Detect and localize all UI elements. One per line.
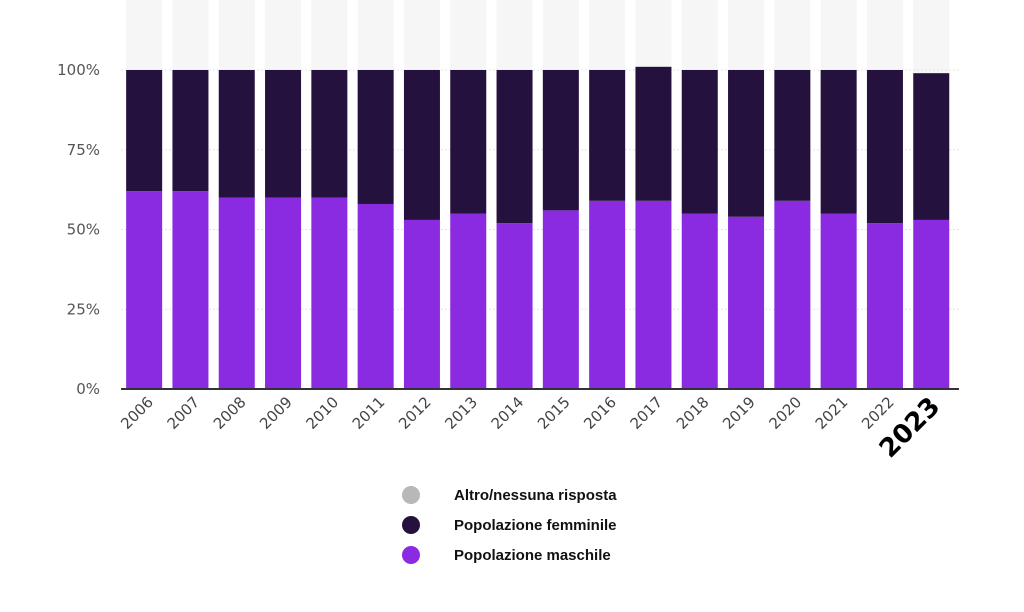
bars-layer bbox=[126, 66, 950, 389]
bar-popolazione-maschile-2015[interactable] bbox=[542, 210, 579, 389]
x-tick-label: 2008 bbox=[210, 393, 250, 433]
x-tick-label: 2019 bbox=[719, 393, 759, 433]
legend: Altro/nessuna risposta Popolazione femmi… bbox=[402, 484, 617, 566]
legend-label-male: Popolazione maschile bbox=[454, 546, 611, 564]
bar-popolazione-maschile-2019[interactable] bbox=[728, 216, 765, 389]
legend-item-male[interactable]: Popolazione maschile bbox=[402, 544, 617, 566]
bar-popolazione-femminile-2018[interactable] bbox=[681, 70, 718, 214]
bar-popolazione-maschile-2014[interactable] bbox=[496, 223, 533, 389]
bar-popolazione-maschile-2017[interactable] bbox=[635, 200, 672, 389]
x-tick-label: 2014 bbox=[488, 393, 528, 433]
bar-popolazione-maschile-2012[interactable] bbox=[403, 219, 440, 389]
bar-popolazione-maschile-2021[interactable] bbox=[820, 213, 857, 389]
x-tick-label: 2010 bbox=[302, 393, 342, 433]
legend-item-other[interactable]: Altro/nessuna risposta bbox=[402, 484, 617, 506]
x-tick-label: 2006 bbox=[117, 393, 157, 433]
bar-popolazione-maschile-2008[interactable] bbox=[218, 197, 255, 389]
bar-popolazione-maschile-2022[interactable] bbox=[866, 223, 903, 389]
bar-popolazione-femminile-2014[interactable] bbox=[496, 70, 533, 224]
bar-popolazione-femminile-2010[interactable] bbox=[311, 70, 348, 198]
bar-popolazione-maschile-2018[interactable] bbox=[681, 213, 718, 389]
bar-popolazione-femminile-2017[interactable] bbox=[635, 66, 672, 201]
bar-popolazione-femminile-2022[interactable] bbox=[866, 70, 903, 224]
bar-popolazione-femminile-2007[interactable] bbox=[172, 70, 209, 192]
bar-popolazione-femminile-2013[interactable] bbox=[450, 70, 487, 214]
x-tick-label: 2007 bbox=[164, 393, 204, 433]
bar-popolazione-femminile-2021[interactable] bbox=[820, 70, 857, 214]
x-tick-label: 2016 bbox=[580, 393, 620, 433]
x-tick-label: 2020 bbox=[765, 393, 805, 433]
legend-label-female: Popolazione femminile bbox=[454, 516, 617, 534]
y-tick-label: 100% bbox=[57, 61, 100, 79]
bar-popolazione-femminile-2006[interactable] bbox=[126, 70, 163, 192]
bar-popolazione-maschile-2010[interactable] bbox=[311, 197, 348, 389]
bar-popolazione-femminile-2012[interactable] bbox=[403, 70, 440, 220]
x-tick-label: 2013 bbox=[441, 393, 481, 433]
legend-marker-male bbox=[402, 546, 420, 564]
legend-marker-other bbox=[402, 486, 420, 504]
y-axis: 0% 25% 50% 75% 100% bbox=[57, 61, 100, 398]
legend-label-other: Altro/nessuna risposta bbox=[454, 486, 617, 504]
y-tick-label: 50% bbox=[67, 221, 100, 239]
bar-popolazione-femminile-2015[interactable] bbox=[542, 70, 579, 211]
bar-popolazione-maschile-2009[interactable] bbox=[265, 197, 302, 389]
x-tick-label: 2012 bbox=[395, 393, 435, 433]
legend-item-female[interactable]: Popolazione femminile bbox=[402, 514, 617, 536]
bar-popolazione-maschile-2011[interactable] bbox=[357, 203, 394, 389]
bar-popolazione-femminile-2016[interactable] bbox=[589, 70, 626, 201]
bar-popolazione-femminile-2009[interactable] bbox=[265, 70, 302, 198]
bar-popolazione-maschile-2023[interactable] bbox=[913, 219, 950, 389]
bar-popolazione-maschile-2007[interactable] bbox=[172, 191, 209, 389]
bar-popolazione-femminile-2011[interactable] bbox=[357, 70, 394, 204]
bar-popolazione-maschile-2016[interactable] bbox=[589, 200, 626, 389]
x-tick-label: 2011 bbox=[349, 393, 389, 433]
bar-popolazione-femminile-2023[interactable] bbox=[913, 73, 950, 220]
y-tick-label: 25% bbox=[67, 300, 100, 318]
x-tick-label: 2015 bbox=[534, 393, 574, 433]
bar-popolazione-femminile-2019[interactable] bbox=[728, 70, 765, 217]
y-tick-label: 75% bbox=[67, 141, 100, 159]
legend-marker-female bbox=[402, 516, 420, 534]
x-axis: 2006 2007 2008 2009 2010 2011 2012 2013 2014 2015… bbox=[117, 388, 959, 464]
bar-popolazione-maschile-2013[interactable] bbox=[450, 213, 487, 389]
x-tick-label: 2021 bbox=[812, 393, 852, 433]
x-tick-label: 2017 bbox=[627, 393, 667, 433]
bar-popolazione-femminile-2008[interactable] bbox=[218, 70, 255, 198]
y-tick-label: 0% bbox=[76, 380, 100, 398]
bar-popolazione-maschile-2020[interactable] bbox=[774, 200, 811, 389]
x-tick-label: 2018 bbox=[673, 393, 713, 433]
bar-popolazione-maschile-2006[interactable] bbox=[126, 191, 163, 389]
bar-popolazione-femminile-2020[interactable] bbox=[774, 70, 811, 201]
x-tick-label: 2009 bbox=[256, 393, 296, 433]
